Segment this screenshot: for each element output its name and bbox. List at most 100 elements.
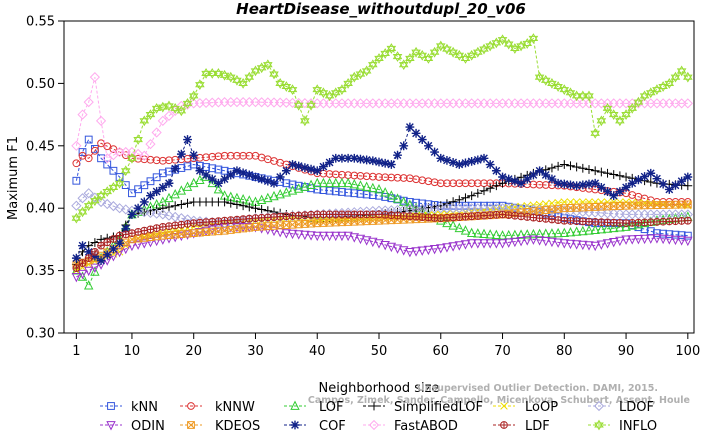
data-point-marker xyxy=(312,166,322,176)
data-point-marker xyxy=(615,187,625,196)
data-point-marker xyxy=(480,201,488,210)
data-point-marker xyxy=(633,235,644,245)
data-point-marker xyxy=(608,222,619,233)
x-tick-label: 60 xyxy=(432,344,449,359)
data-point-marker xyxy=(281,187,292,197)
data-point-marker xyxy=(96,190,106,202)
data-point-marker xyxy=(220,174,229,184)
data-point-marker xyxy=(498,210,507,219)
data-point-marker xyxy=(529,180,538,189)
data-point-marker xyxy=(461,201,470,210)
data-point-marker xyxy=(78,148,87,156)
data-point-marker xyxy=(71,253,81,263)
data-point-marker xyxy=(201,68,211,79)
data-point-marker xyxy=(615,171,625,181)
data-point-marker xyxy=(500,402,508,410)
data-point-marker xyxy=(127,210,137,219)
y-tick-label: 0.40 xyxy=(26,202,55,217)
data-point-marker xyxy=(584,241,594,251)
data-point-marker xyxy=(528,33,539,44)
data-point-marker xyxy=(535,166,544,176)
data-point-marker xyxy=(263,176,273,186)
data-point-marker xyxy=(430,213,439,222)
data-point-marker xyxy=(282,212,291,221)
data-point-marker xyxy=(534,236,545,246)
y-tick-label: 0.45 xyxy=(26,139,55,154)
data-point-marker xyxy=(120,204,131,215)
x-axis-label: Neighborhood size xyxy=(319,381,440,396)
data-point-marker xyxy=(658,81,668,92)
data-point-marker xyxy=(251,203,260,213)
data-point-marker xyxy=(83,188,94,199)
data-point-marker xyxy=(115,231,124,240)
data-point-marker xyxy=(139,197,149,207)
data-point-marker xyxy=(103,142,112,151)
data-point-marker xyxy=(139,115,150,127)
data-point-marker xyxy=(151,127,162,138)
data-point-marker xyxy=(473,212,482,220)
data-point-marker xyxy=(473,239,483,249)
data-point-marker xyxy=(152,232,161,241)
data-point-marker xyxy=(337,177,347,188)
data-point-marker xyxy=(676,236,687,246)
data-point-marker xyxy=(102,198,113,210)
data-point-marker xyxy=(596,115,607,127)
data-point-marker xyxy=(146,155,155,164)
data-point-marker xyxy=(176,149,186,159)
data-point-marker xyxy=(244,71,255,83)
data-point-marker xyxy=(596,183,606,192)
data-point-marker xyxy=(245,151,254,160)
data-point-marker xyxy=(560,216,569,225)
data-point-marker xyxy=(554,216,563,224)
data-point-marker xyxy=(107,402,115,410)
data-point-marker xyxy=(226,198,236,208)
data-point-marker xyxy=(664,185,674,194)
data-point-marker xyxy=(503,238,514,248)
data-point-marker xyxy=(392,244,403,254)
x-tick-label: 30 xyxy=(247,344,264,359)
data-point-marker xyxy=(442,155,452,165)
data-point-marker xyxy=(220,226,229,235)
data-point-marker xyxy=(677,176,687,186)
data-point-marker xyxy=(78,241,87,251)
data-point-marker xyxy=(146,233,155,242)
data-point-marker xyxy=(145,207,156,219)
data-point-marker xyxy=(480,211,488,220)
data-point-marker xyxy=(528,228,539,239)
data-point-marker xyxy=(233,151,241,160)
data-point-marker xyxy=(424,177,433,186)
data-point-marker xyxy=(398,59,409,71)
data-point-marker xyxy=(585,217,593,226)
data-point-marker xyxy=(337,231,347,242)
data-point-marker xyxy=(479,153,489,163)
series-layer xyxy=(71,33,693,290)
data-point-marker xyxy=(591,218,600,226)
data-point-marker xyxy=(306,164,316,174)
data-point-marker xyxy=(294,211,303,220)
legend-label: FastABOD xyxy=(394,419,458,434)
data-point-marker xyxy=(163,210,175,221)
data-point-marker xyxy=(140,234,149,242)
data-point-marker xyxy=(282,179,291,188)
data-point-marker xyxy=(140,226,149,235)
data-point-marker xyxy=(207,174,217,184)
data-point-marker xyxy=(170,102,180,114)
data-point-marker xyxy=(442,43,452,55)
data-point-marker xyxy=(114,177,125,189)
data-point-marker xyxy=(405,247,415,258)
data-point-marker xyxy=(133,134,143,145)
data-point-marker xyxy=(381,173,390,182)
data-point-marker xyxy=(522,38,533,49)
data-point-marker xyxy=(300,163,310,173)
data-point-marker xyxy=(449,179,458,188)
data-point-marker xyxy=(411,247,421,257)
data-point-marker xyxy=(399,141,409,151)
data-point-marker xyxy=(615,236,625,247)
data-point-marker xyxy=(423,245,434,256)
data-point-marker xyxy=(331,210,340,219)
legend-label: ODIN xyxy=(131,419,165,434)
data-point-marker xyxy=(608,237,619,248)
data-point-marker xyxy=(485,229,495,239)
data-point-marker xyxy=(355,180,366,190)
data-point-marker xyxy=(609,218,618,227)
